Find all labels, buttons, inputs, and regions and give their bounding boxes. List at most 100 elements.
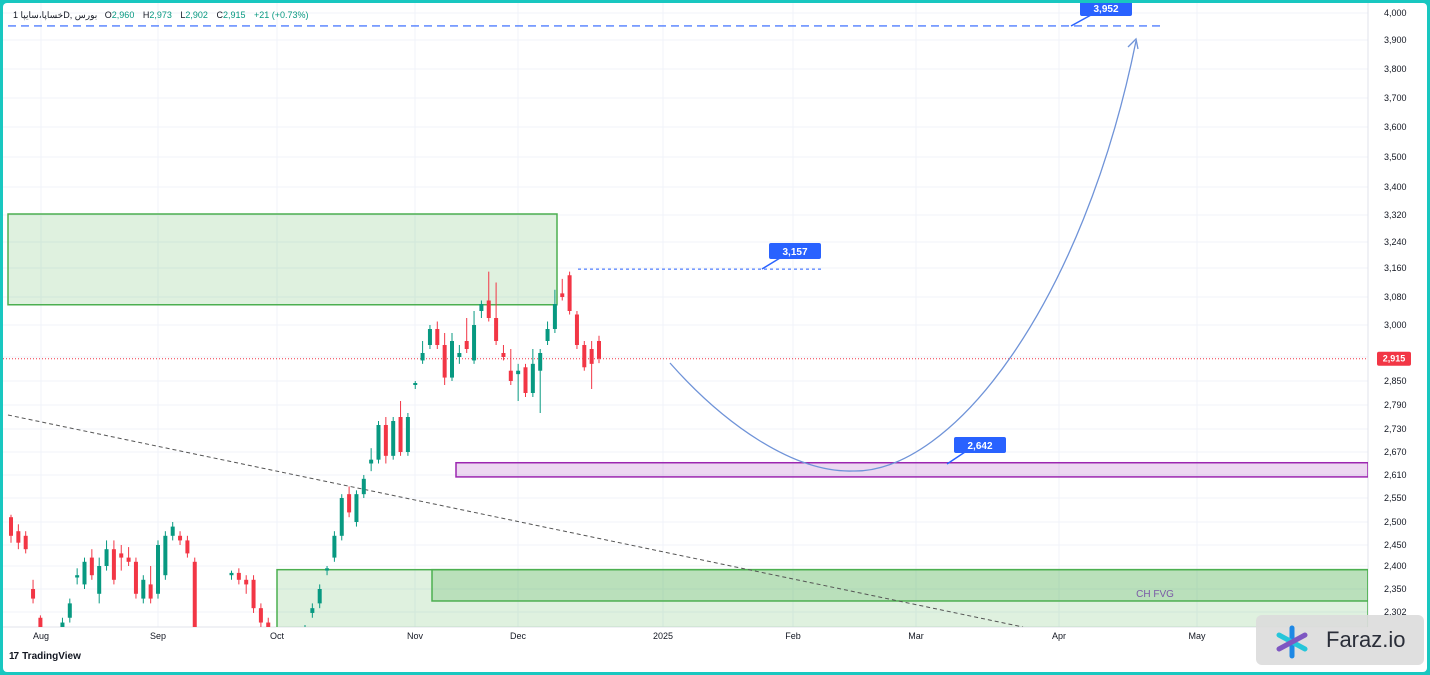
close-label: C [216, 10, 223, 20]
candle-body [67, 603, 72, 618]
candle [545, 321, 550, 345]
candle-body [545, 329, 550, 341]
candle [89, 549, 94, 580]
candle [178, 531, 183, 545]
plot-area [3, 25, 1368, 666]
candle [16, 524, 21, 550]
candle [325, 566, 330, 576]
candle [31, 579, 36, 604]
candle [420, 341, 425, 364]
x-tick-label: Dec [510, 631, 527, 641]
candle-body [391, 421, 396, 456]
candle [589, 341, 594, 389]
candle-body [38, 617, 43, 627]
candle-body [222, 661, 226, 663]
candle-body [97, 566, 102, 594]
candle [501, 345, 506, 361]
candle [192, 557, 197, 627]
y-tick-label: 2,302 [1384, 607, 1407, 617]
candle [82, 557, 87, 589]
faraz-logo-icon [1276, 625, 1308, 659]
change-value: +21 (+0.73%) [254, 10, 309, 20]
callout-3157-box [769, 243, 821, 259]
x-axis-labels: Aug Sep Oct Nov Dec 2025 Feb Mar Apr May [33, 631, 1206, 641]
candle-body [60, 622, 65, 627]
candle-body [119, 553, 124, 558]
candle-body [266, 622, 271, 627]
x-tick-label: Apr [1052, 631, 1066, 641]
candle-body [244, 579, 249, 585]
candle-body [82, 561, 87, 585]
candle-body [296, 639, 300, 641]
candle [266, 617, 271, 627]
callout-3952: 3,952 [1070, 3, 1132, 27]
candle [560, 278, 565, 301]
candle-body [310, 608, 315, 613]
candle [119, 545, 124, 571]
y-tick-label: 3,080 [1384, 292, 1407, 302]
candle-body [75, 575, 80, 578]
candle [148, 566, 153, 604]
callout-3157-label: 3,157 [782, 247, 807, 258]
candle-body [530, 363, 535, 393]
x-tick-label: Oct [270, 631, 285, 641]
candle-body [398, 417, 403, 452]
candle-body [552, 304, 557, 329]
callout-2642-box [954, 437, 1006, 453]
candle [405, 413, 410, 456]
candle [163, 531, 168, 580]
candle [376, 421, 381, 464]
candle-body [486, 300, 491, 318]
demand-zone [276, 568, 1368, 627]
candle-body [192, 561, 197, 627]
candle [296, 637, 300, 647]
candle [185, 535, 190, 558]
candle [538, 349, 543, 413]
candle-body [317, 589, 322, 604]
x-tick-label: May [1188, 631, 1206, 641]
candle-body [589, 349, 594, 364]
high-label: H [142, 10, 150, 20]
y-tick-label: 2,550 [1384, 493, 1407, 503]
candle [413, 381, 418, 389]
candle-body [16, 531, 21, 543]
candle [304, 624, 306, 627]
low-value: 2,902 [185, 10, 208, 20]
candle [398, 401, 403, 456]
candle-body [163, 535, 168, 576]
candle [104, 540, 109, 571]
candle-body [215, 656, 219, 666]
candle [23, 531, 28, 554]
candle-body [126, 557, 131, 562]
close-value: 2,915 [222, 10, 246, 20]
candle-body [508, 370, 513, 381]
symbol-name[interactable]: 1 خساپا،سایپاD, بورس [13, 10, 98, 20]
tradingview-logo[interactable]: 17 TradingView [9, 651, 81, 662]
candle-body [420, 353, 425, 361]
candle [111, 540, 116, 585]
candle-body [104, 549, 109, 566]
y-tick-label: 2,610 [1384, 470, 1407, 480]
candle-body [361, 478, 366, 495]
candle [457, 345, 462, 364]
candle-body [597, 341, 601, 359]
y-tick-label: 2,850 [1384, 376, 1407, 386]
candle [597, 335, 601, 364]
x-tick-label: Sep [150, 631, 166, 641]
candle [170, 522, 175, 541]
y-tick-label: 2,400 [1384, 561, 1407, 571]
candle [251, 575, 256, 613]
callout-2642: 2,642 [946, 437, 1006, 465]
candle [317, 584, 322, 609]
candle [339, 494, 344, 541]
price-chart[interactable]: Aug Sep Oct Nov Dec 2025 Feb Mar Apr May 2,302 2,35… [3, 3, 1427, 672]
candle-body [427, 329, 432, 345]
candle [427, 325, 432, 349]
trendline [7, 414, 1024, 627]
candle-body [347, 494, 352, 513]
x-tick-label: 2025 [653, 631, 673, 641]
candle [222, 656, 226, 666]
candle-body [251, 579, 256, 609]
candle-body [560, 293, 565, 297]
y-tick-label: 3,700 [1384, 93, 1407, 103]
